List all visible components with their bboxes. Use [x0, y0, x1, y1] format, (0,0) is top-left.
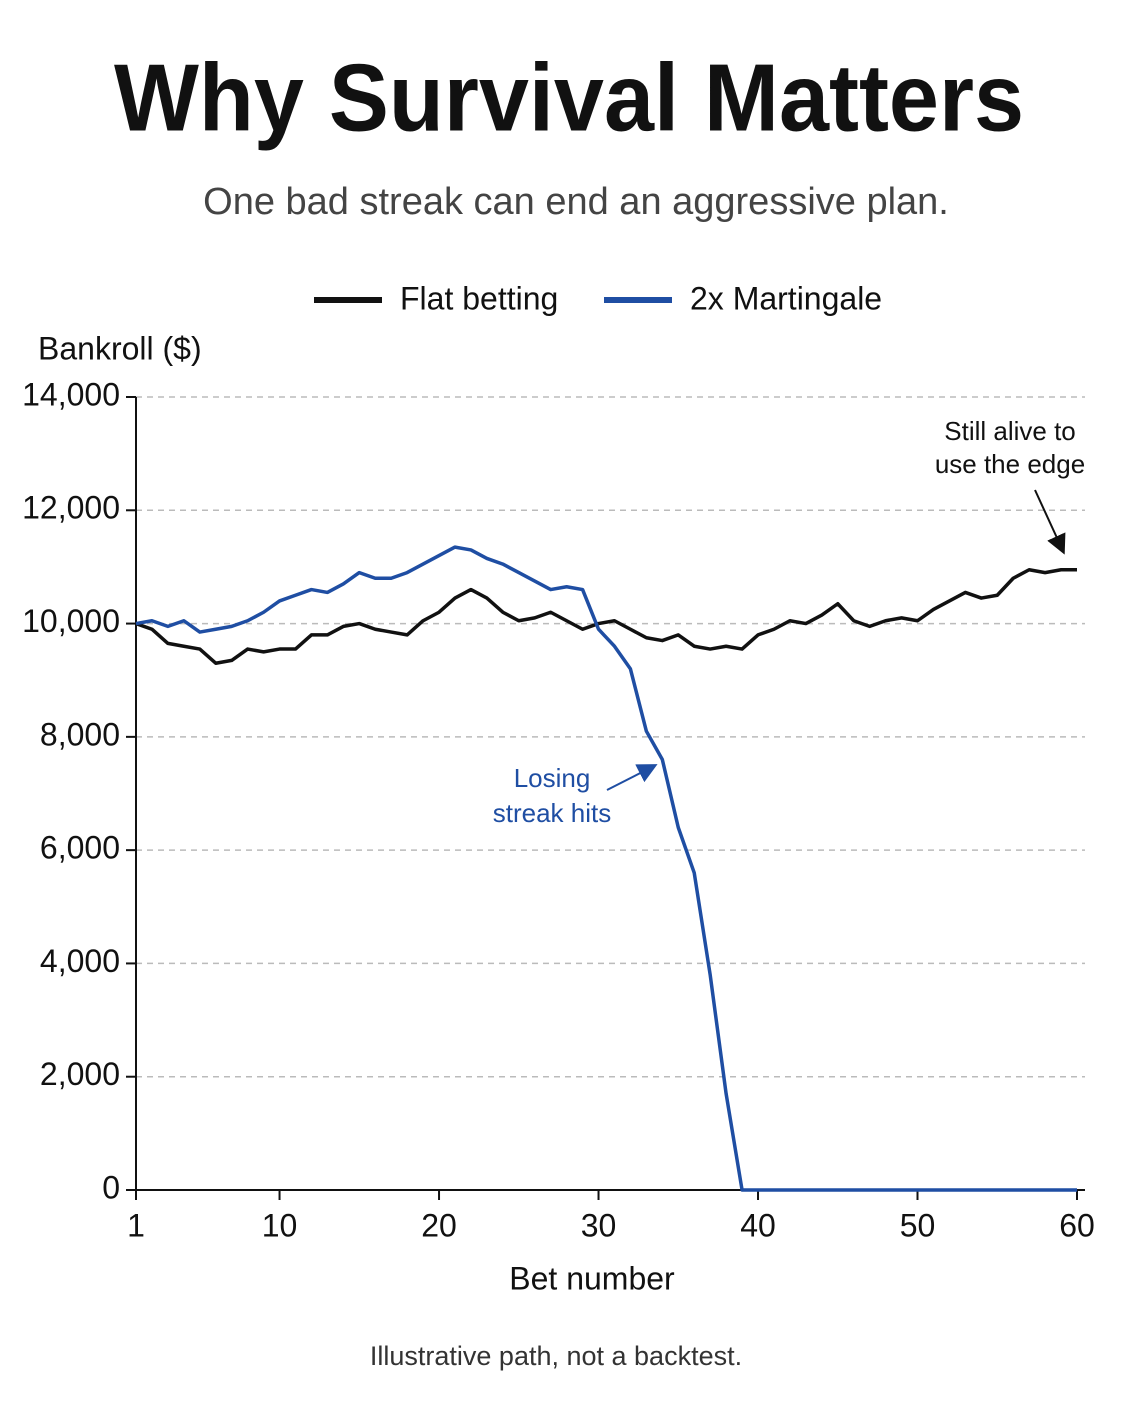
annotation-arrow: [606, 764, 658, 791]
y-axis-label: Bankroll ($): [38, 330, 202, 366]
y-tick-label: 0: [102, 1169, 120, 1205]
x-tick-label: 30: [581, 1207, 617, 1243]
x-axis-label: Bet number: [509, 1260, 675, 1296]
x-tick-label: 20: [421, 1207, 457, 1243]
x-tick-label: 1: [127, 1207, 145, 1243]
y-tick-label: 10,000: [22, 603, 120, 639]
y-tick-label: 6,000: [40, 830, 120, 866]
x-tick-label: 60: [1059, 1207, 1095, 1243]
footnote: Illustrative path, not a backtest.: [370, 1341, 742, 1371]
series-line: [135, 568, 1077, 665]
legend-label: 2x Martingale: [690, 280, 882, 316]
x-tick-label: 40: [740, 1207, 776, 1243]
annotation-text: Still alive to: [944, 416, 1076, 446]
annotation-text: use the edge: [935, 449, 1085, 479]
y-tick-label: 4,000: [40, 943, 120, 979]
y-tick-label: 14,000: [22, 376, 120, 412]
annotation-arrow: [1034, 489, 1066, 555]
legend-label: Flat betting: [400, 280, 558, 316]
y-tick-label: 12,000: [22, 490, 120, 526]
annotation-text: Losing: [514, 763, 591, 793]
y-tick-label: 2,000: [40, 1056, 120, 1092]
chart-title: Why Survival Matters: [114, 44, 1024, 151]
x-tick-label: 10: [262, 1207, 298, 1243]
series-line: [135, 545, 1077, 1192]
y-tick-label: 8,000: [40, 716, 120, 752]
chart-subtitle: One bad streak can end an aggressive pla…: [203, 181, 949, 223]
annotation-text: streak hits: [493, 798, 612, 828]
x-tick-label: 50: [900, 1207, 936, 1243]
